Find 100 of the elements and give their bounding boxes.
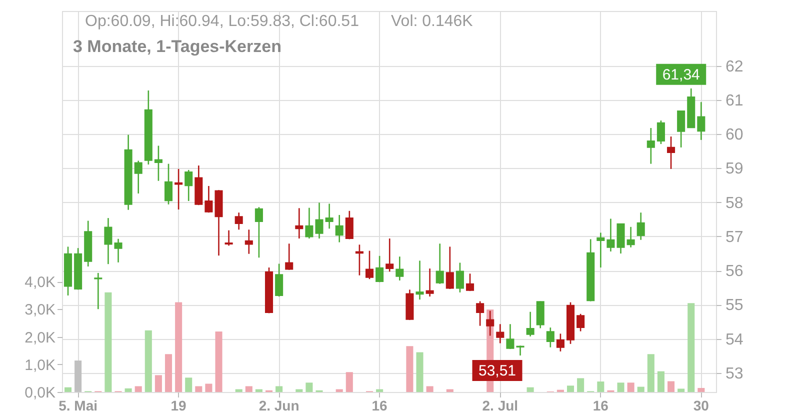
bar — [134, 386, 142, 392]
bar — [245, 386, 252, 392]
bar — [667, 381, 675, 392]
text: 3 Monate, 1-Tages-Kerzen — [73, 37, 282, 56]
annotation: 61,34 — [662, 66, 700, 84]
candlestick — [636, 212, 645, 241]
y2-tick-label: 2,0K — [24, 329, 56, 346]
bar — [597, 382, 604, 392]
candlestick — [345, 210, 354, 240]
candlestick — [204, 185, 213, 214]
bar — [235, 389, 242, 392]
candlestick — [104, 217, 112, 265]
y-tick-label: 55 — [726, 297, 744, 314]
candlestick — [275, 263, 284, 298]
bar — [346, 372, 353, 392]
y-tick-label: 58 — [726, 194, 744, 212]
bar — [627, 382, 634, 392]
x-tick-label: 19 — [170, 398, 187, 414]
candlestick — [677, 110, 686, 148]
x-tick-label: 2. Jun — [258, 398, 300, 414]
bar — [698, 388, 705, 392]
candlestick — [656, 120, 665, 145]
bar — [446, 389, 454, 392]
candlestick — [134, 160, 142, 194]
bar — [255, 389, 262, 392]
x-tick-label: 30 — [693, 398, 710, 414]
candlestick — [626, 226, 635, 248]
candlestick — [416, 260, 424, 300]
candlestick — [476, 300, 484, 326]
bar — [124, 388, 132, 392]
bar — [185, 378, 192, 392]
y-tick-label: 60 — [726, 126, 744, 144]
candlestick — [536, 300, 544, 329]
bar — [647, 354, 654, 392]
candlestick — [396, 256, 404, 282]
y-tick-label: 54 — [726, 331, 744, 348]
candlestick — [496, 323, 504, 344]
x-tick-label: 16 — [372, 398, 388, 414]
bar — [526, 387, 534, 392]
candlestick — [506, 323, 514, 350]
bar — [406, 346, 414, 392]
bar — [426, 386, 434, 392]
bar — [336, 389, 343, 392]
x-tick-label: 2. Jul — [482, 398, 518, 414]
candlestick — [184, 169, 193, 202]
bar — [164, 354, 172, 392]
candlestick — [606, 218, 615, 252]
candlestick — [164, 163, 173, 206]
candlestick — [94, 272, 102, 310]
candlestick — [446, 246, 454, 290]
bar — [577, 378, 584, 392]
bar — [215, 332, 222, 392]
candlestick — [224, 230, 233, 246]
annotation: Op:60.09, Hi:60.94, Lo:59.83, Cl:60.51 — [85, 13, 360, 30]
candlestick — [456, 262, 464, 294]
y-tick-label: 53 — [726, 365, 744, 382]
candlestick — [335, 214, 344, 243]
candlestick — [376, 255, 384, 283]
bar — [637, 386, 644, 392]
candlestick — [466, 272, 474, 292]
y-tick-label: 56 — [726, 263, 744, 280]
candlestick — [244, 228, 253, 255]
bar — [416, 352, 424, 392]
bar — [657, 371, 664, 392]
bar — [276, 386, 283, 392]
bar — [566, 386, 574, 392]
bar — [678, 388, 685, 392]
candlestick — [576, 313, 585, 332]
candlestick — [526, 311, 534, 338]
bar — [617, 382, 624, 392]
candlestick — [596, 232, 605, 268]
candlestick — [516, 344, 524, 356]
candlestick — [114, 238, 122, 264]
y-tick-label: 61 — [726, 92, 744, 110]
y2-tick-label: 1,0K — [24, 356, 56, 374]
candlestick — [315, 202, 324, 240]
x-tick-label: 16 — [592, 398, 609, 414]
bar — [154, 375, 162, 392]
candlestick — [697, 101, 706, 141]
bar — [306, 382, 313, 392]
candlestick — [666, 136, 676, 170]
candlestick — [426, 268, 434, 298]
candlestick — [325, 203, 334, 230]
bar — [144, 330, 152, 392]
candlestick — [365, 250, 374, 280]
y2-tick-label: 4,0K — [24, 274, 56, 292]
candlestick — [616, 222, 625, 254]
y2-tick-label: 3,0K — [24, 302, 56, 319]
x-tick-label: 5. Mai — [58, 398, 98, 414]
annotation: 53,51 — [478, 362, 516, 380]
bar — [175, 302, 182, 392]
bar — [104, 292, 112, 392]
candlestick — [486, 310, 494, 336]
annotation: Vol: 0.146K — [391, 13, 474, 30]
candlestick — [305, 207, 314, 240]
candlestick — [295, 208, 304, 240]
bar — [688, 303, 695, 392]
candlestick — [254, 206, 263, 258]
bar — [195, 386, 202, 392]
y-tick-label: 59 — [726, 160, 744, 178]
